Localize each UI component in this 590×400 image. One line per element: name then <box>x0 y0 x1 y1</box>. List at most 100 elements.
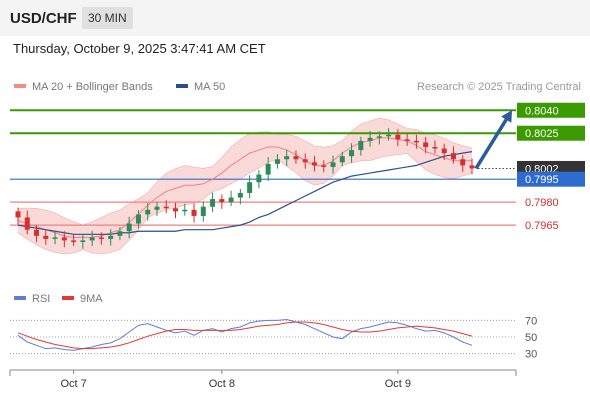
candle-body <box>358 140 364 151</box>
level-label-3: 0.7995 <box>525 174 559 186</box>
level-label-1: 0.8025 <box>525 128 559 140</box>
candle <box>61 231 67 248</box>
candle-body <box>24 217 30 230</box>
research-credit: Research © 2025 Trading Central <box>417 81 581 93</box>
candle <box>469 158 475 175</box>
bollinger-upper <box>17 117 473 226</box>
candle-body <box>432 147 438 149</box>
candle-body <box>191 209 197 216</box>
candle-body <box>376 136 382 138</box>
candle-body <box>237 192 243 198</box>
candle <box>237 189 243 205</box>
forecast-arrow-shaft <box>474 118 508 170</box>
candle <box>228 190 234 207</box>
candle <box>163 200 169 214</box>
forecast-arrow-head <box>501 110 512 123</box>
rsi-legend-swatch-1 <box>62 296 74 300</box>
candle <box>256 170 262 189</box>
candle <box>24 210 30 235</box>
candle <box>154 201 160 217</box>
candle <box>108 229 114 246</box>
legend-label-0: MA 20 + Bollinger Bands <box>32 81 153 93</box>
legend-swatch-1 <box>176 84 188 88</box>
candle-body <box>321 165 327 167</box>
legend-label-1: MA 50 <box>194 81 225 93</box>
candle-body <box>404 139 410 141</box>
level-tag-3 <box>517 171 585 187</box>
candle <box>80 234 86 249</box>
candle <box>432 140 438 154</box>
candle-body <box>126 223 132 232</box>
rsi-line <box>17 318 473 351</box>
candle <box>89 230 95 246</box>
candle-body <box>247 182 253 193</box>
candle-body <box>265 163 271 175</box>
candle-body <box>135 214 141 224</box>
candle-body <box>330 162 336 167</box>
candle <box>145 202 151 221</box>
candle <box>450 146 456 164</box>
candle <box>358 136 364 156</box>
candle-body <box>284 156 290 160</box>
candle-body <box>441 148 447 154</box>
candle-body <box>210 199 216 207</box>
ma50-line <box>17 151 473 235</box>
bollinger-lower <box>17 153 473 255</box>
candle-body <box>302 159 308 163</box>
level-label-4: 0.7980 <box>525 197 559 209</box>
level-tag-1 <box>517 125 585 141</box>
candle <box>423 136 429 154</box>
candle <box>135 210 141 229</box>
level-tag-0 <box>517 102 585 118</box>
candle-body <box>163 206 169 209</box>
candle-body <box>71 240 77 242</box>
x-tick-label-0: Oct 7 <box>60 378 86 390</box>
candle <box>219 194 225 209</box>
rsi-panel: 70 50 30 <box>10 315 537 361</box>
candle <box>302 153 308 169</box>
candle <box>349 143 355 163</box>
candle-body <box>228 197 234 203</box>
candle <box>386 128 392 141</box>
candle <box>182 203 188 216</box>
candle-body <box>219 199 225 203</box>
candle <box>339 151 345 167</box>
candle-body <box>311 162 317 166</box>
legend-swatch-0 <box>14 84 26 88</box>
candle <box>247 175 253 199</box>
candle <box>191 203 197 223</box>
candle <box>43 229 49 245</box>
candle-body <box>200 206 206 216</box>
candle <box>52 232 58 245</box>
x-tick-label-2: Oct 9 <box>385 378 411 390</box>
candle-body <box>173 208 179 212</box>
candle <box>98 232 104 245</box>
candle-body <box>423 142 429 148</box>
candle-body <box>450 153 456 160</box>
candle-body <box>80 240 86 242</box>
x-tick-label-1: Oct 8 <box>209 378 235 390</box>
candle-body <box>145 209 151 215</box>
candle-body <box>274 159 280 164</box>
rsi-tick-70: 70 <box>525 315 537 327</box>
candle-body <box>469 165 475 169</box>
timeframe-button[interactable]: 30 MIN <box>82 7 133 29</box>
top-bar: USD/CHF 30 MIN <box>0 0 590 36</box>
candle-body <box>339 156 345 163</box>
candle <box>210 192 216 213</box>
candle <box>34 225 40 243</box>
candle <box>441 143 447 161</box>
x-axis: Oct 7 Oct 8 Oct 9 <box>9 369 517 390</box>
candle-body <box>117 231 123 236</box>
candle <box>376 131 382 145</box>
candle <box>15 207 21 225</box>
candles <box>15 128 475 249</box>
candle-body <box>256 174 262 183</box>
candle-body <box>349 150 355 157</box>
candle <box>404 133 410 146</box>
rsi-tick-50: 50 <box>525 332 537 344</box>
candle-body <box>34 229 40 236</box>
candle <box>460 155 466 172</box>
